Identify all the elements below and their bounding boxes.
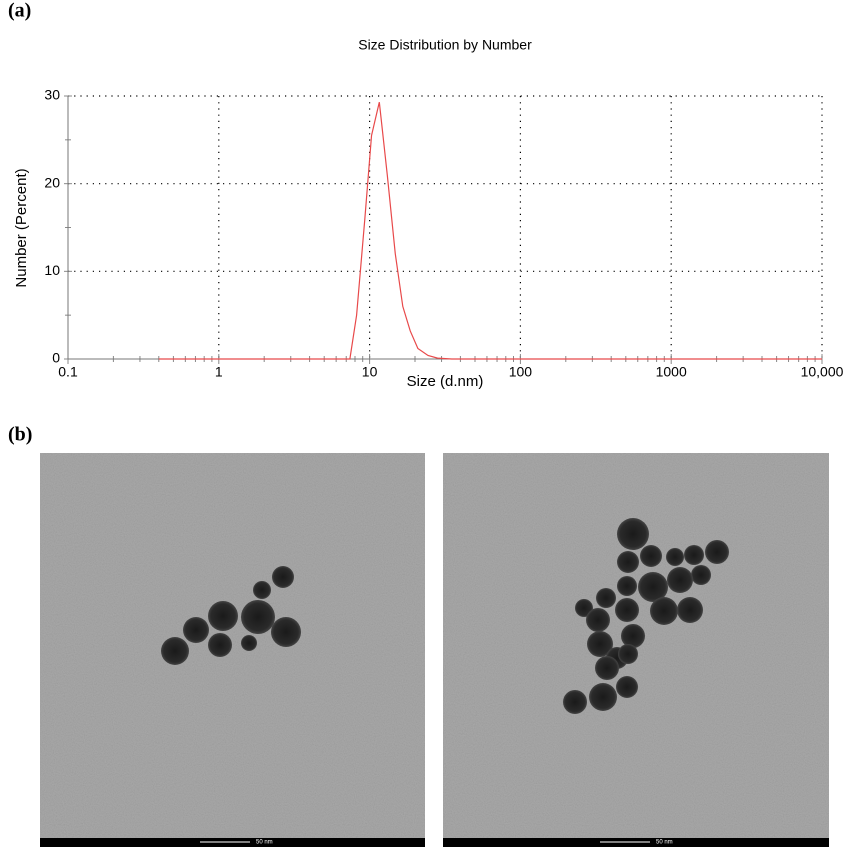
x-tick-label: 0.1 [58, 364, 78, 380]
x-tick-label: 10,000 [801, 364, 844, 380]
chart-title: Size Distribution by Number [358, 37, 532, 53]
tem-image: 50 nm [443, 453, 829, 847]
x-tick-label: 100 [509, 364, 533, 380]
image-background [40, 453, 425, 847]
y-tick-label: 0 [52, 350, 60, 366]
nanoparticles [161, 566, 301, 665]
nanoparticles [563, 518, 729, 714]
x-tick-label: 1000 [656, 364, 687, 380]
y-tick-label: 20 [44, 174, 60, 190]
x-tick-label: 1 [215, 364, 223, 380]
tem-image: 50 nm [40, 453, 425, 847]
scale-label: 50 nm [656, 840, 673, 846]
scale-label: 50 nm [256, 840, 273, 846]
x-tick-label: 10 [362, 364, 378, 380]
panel-label: (a) [8, 0, 31, 22]
data-line [158, 102, 822, 360]
y-axis-label: Number (Percent) [13, 168, 30, 287]
plot: 0.1 1 10 100 1000 10,000 0 10 20 30 [44, 87, 843, 380]
y-tick-label: 30 [44, 87, 60, 103]
panel-label: (b) [8, 424, 32, 446]
y-tick-label: 10 [44, 262, 60, 278]
x-axis-label: Size (d.nm) [407, 373, 484, 390]
